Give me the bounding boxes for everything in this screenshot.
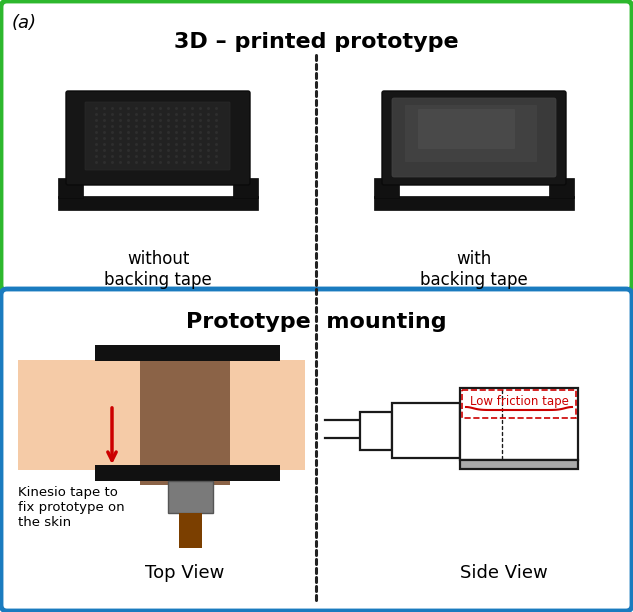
Bar bbox=[18, 360, 305, 470]
Text: Low friction tape: Low friction tape bbox=[470, 395, 568, 408]
Bar bbox=[460, 388, 578, 460]
FancyBboxPatch shape bbox=[1, 1, 632, 291]
Text: Kinesio tape to
fix prototype on
the skin: Kinesio tape to fix prototype on the ski… bbox=[18, 486, 125, 529]
Text: without
backing tape: without backing tape bbox=[104, 250, 212, 289]
Bar bbox=[179, 513, 202, 548]
Bar bbox=[392, 403, 460, 458]
FancyBboxPatch shape bbox=[85, 102, 230, 170]
Text: Side View: Side View bbox=[460, 564, 548, 582]
FancyBboxPatch shape bbox=[418, 109, 515, 149]
Text: (a): (a) bbox=[12, 14, 37, 32]
Bar bbox=[374, 178, 399, 198]
FancyBboxPatch shape bbox=[1, 289, 632, 611]
Text: 3D – printed prototype: 3D – printed prototype bbox=[173, 32, 458, 52]
Bar bbox=[95, 465, 280, 481]
Bar bbox=[58, 178, 83, 198]
Bar bbox=[58, 196, 258, 210]
Bar bbox=[168, 481, 213, 513]
Text: Prototype  mounting: Prototype mounting bbox=[185, 312, 446, 332]
Bar bbox=[140, 345, 230, 485]
FancyBboxPatch shape bbox=[382, 91, 566, 185]
Bar bbox=[462, 390, 576, 418]
Bar bbox=[95, 345, 280, 361]
Bar bbox=[460, 460, 578, 469]
Bar bbox=[360, 412, 392, 450]
Text: Top View: Top View bbox=[146, 564, 225, 582]
FancyBboxPatch shape bbox=[405, 105, 537, 162]
Text: with
backing tape: with backing tape bbox=[420, 250, 528, 289]
FancyBboxPatch shape bbox=[392, 98, 556, 177]
Bar bbox=[549, 178, 574, 198]
FancyBboxPatch shape bbox=[66, 91, 250, 185]
Bar bbox=[374, 196, 574, 210]
Bar bbox=[233, 178, 258, 198]
